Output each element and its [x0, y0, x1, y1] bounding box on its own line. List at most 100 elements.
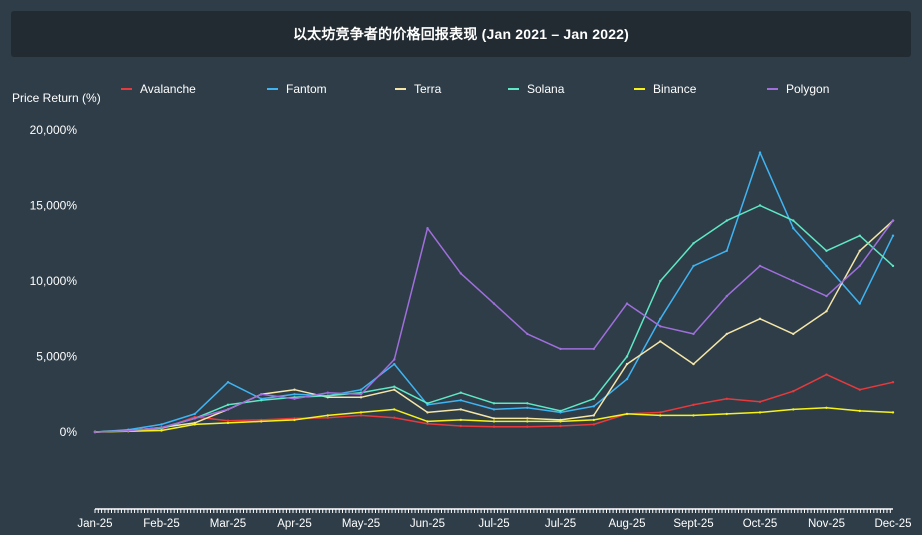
data-point-terra	[459, 408, 462, 411]
data-point-avalanche	[326, 416, 329, 419]
data-point-fantom	[659, 317, 662, 320]
x-tick-label: Jul-25	[545, 518, 576, 530]
data-point-binance	[825, 406, 828, 409]
data-point-fantom	[193, 412, 196, 416]
data-point-binance	[792, 408, 795, 411]
data-point-binance	[592, 418, 595, 422]
data-point-polygon	[459, 272, 462, 275]
data-point-fantom	[692, 264, 695, 268]
data-point-binance	[559, 420, 562, 423]
legend-label: Solana	[527, 82, 565, 96]
data-point-solana	[226, 403, 230, 406]
chart-title: 以太坊竞争者的价格回报表现 (Jan 2021 – Jan 2022)	[292, 26, 630, 42]
data-point-solana	[758, 204, 762, 207]
legend: Avalanche Fantom Terra Solana Binance Polygon	[121, 82, 829, 96]
data-point-fantom	[825, 264, 828, 268]
data-point-avalanche	[393, 416, 396, 419]
data-point-terra	[426, 411, 429, 414]
data-point-binance	[393, 408, 396, 411]
data-point-terra	[359, 396, 363, 399]
data-point-terra	[526, 417, 529, 420]
chart-title-bar: 以太坊竞争者的价格回报表现 (Jan 2021 – Jan 2022)	[11, 11, 911, 57]
data-point-solana	[792, 219, 795, 222]
x-tick-label: Mar-25	[210, 518, 246, 530]
data-point-binance	[692, 414, 695, 417]
data-point-terra	[725, 332, 728, 336]
data-point-solana	[825, 249, 828, 252]
x-tick-label: Nov-25	[808, 518, 845, 530]
data-point-binance	[293, 418, 296, 422]
legend-item-avalanche: Avalanche	[121, 82, 196, 96]
data-point-polygon	[825, 294, 828, 298]
data-point-terra	[692, 362, 695, 366]
legend-item-binance: Binance	[634, 82, 697, 96]
data-point-terra	[293, 388, 296, 391]
data-point-polygon	[93, 430, 97, 434]
legend-label: Terra	[414, 82, 442, 96]
legend-item-polygon: Polygon	[767, 82, 829, 96]
data-point-avalanche	[725, 397, 728, 400]
legend-item-solana: Solana	[508, 82, 565, 96]
data-point-polygon	[326, 391, 329, 394]
data-point-avalanche	[858, 388, 861, 391]
data-point-fantom	[858, 302, 861, 305]
data-point-solana	[858, 234, 861, 237]
x-tick-label: Aug-25	[608, 518, 645, 530]
data-point-avalanche	[825, 373, 828, 376]
data-point-polygon	[659, 325, 662, 328]
data-point-avalanche	[692, 403, 695, 406]
data-point-fantom	[160, 423, 163, 426]
y-tick-label: 15,000%	[30, 199, 78, 213]
data-point-polygon	[293, 397, 296, 400]
legend-label: Binance	[653, 82, 697, 96]
data-point-binance	[725, 412, 728, 416]
data-point-avalanche	[758, 400, 762, 403]
data-point-binance	[226, 421, 230, 425]
data-point-avalanche	[459, 424, 462, 428]
legend-item-terra: Terra	[395, 82, 442, 96]
y-tick-label: 0%	[60, 425, 78, 439]
data-point-terra	[758, 317, 762, 320]
data-point-avalanche	[226, 419, 230, 422]
data-point-terra	[492, 417, 496, 420]
series-line-terra	[94, 220, 894, 433]
legend-label: Polygon	[786, 82, 829, 96]
data-point-fantom	[226, 381, 230, 384]
data-point-terra	[393, 388, 396, 391]
x-axis	[94, 508, 893, 513]
series-line-fantom	[94, 151, 894, 433]
data-point-solana	[692, 242, 695, 245]
data-point-fantom	[359, 388, 363, 391]
series-line-polygon	[94, 220, 894, 433]
data-point-fantom	[592, 405, 595, 408]
data-point-avalanche	[559, 424, 562, 428]
data-point-polygon	[260, 393, 263, 396]
data-point-avalanche	[792, 390, 795, 393]
data-point-binance	[193, 423, 196, 426]
legend-item-fantom: Fantom	[267, 82, 327, 96]
y-tick-label: 20,000%	[30, 123, 78, 137]
data-point-binance	[426, 420, 429, 423]
data-point-binance	[858, 409, 861, 413]
data-point-solana	[326, 394, 329, 397]
data-point-polygon	[758, 264, 762, 268]
data-point-terra	[592, 414, 595, 417]
data-point-binance	[459, 418, 462, 422]
data-point-polygon	[858, 264, 861, 268]
x-tick-label: Apr-25	[277, 518, 312, 530]
data-point-binance	[359, 411, 363, 414]
data-point-binance	[758, 411, 762, 414]
data-point-polygon	[127, 429, 130, 432]
data-point-solana	[260, 399, 263, 402]
data-point-fantom	[891, 234, 895, 237]
data-point-fantom	[459, 399, 462, 402]
x-tick-label: Jul-25	[478, 518, 509, 530]
data-point-terra	[792, 332, 795, 336]
data-point-solana	[393, 385, 396, 388]
data-point-avalanche	[359, 414, 363, 417]
x-tick-label: Feb-25	[143, 518, 179, 530]
data-point-polygon	[226, 408, 230, 411]
data-point-binance	[625, 412, 629, 416]
data-point-binance	[160, 429, 163, 432]
